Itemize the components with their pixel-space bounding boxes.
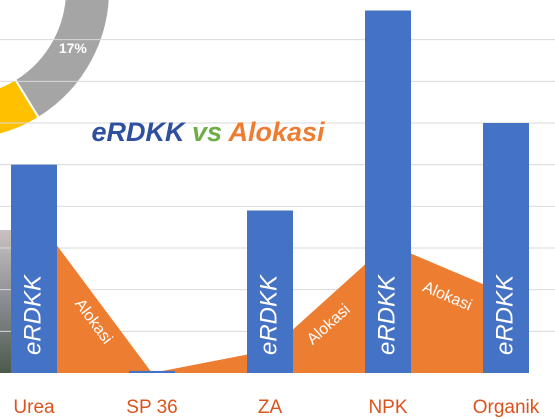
bar-label: eRDKK <box>491 274 518 355</box>
bar <box>11 164 57 373</box>
x-tick-label: SP 36 <box>126 397 177 418</box>
bar-label: eRDKK <box>373 274 400 355</box>
bar-label: eRDKK <box>19 274 46 355</box>
title-word: Alokasi <box>222 117 325 147</box>
pie-rest <box>0 77 41 136</box>
bar <box>129 370 175 373</box>
photo-strip <box>0 230 14 373</box>
x-tick-label: Organik <box>473 397 540 418</box>
bar <box>247 210 293 373</box>
x-tick-label: ZA <box>258 397 283 418</box>
x-tick-label: Urea <box>13 397 55 418</box>
bar <box>483 123 529 373</box>
bar-label: eRDKK <box>255 274 282 355</box>
bar <box>365 10 411 373</box>
title-word: eRDKK <box>91 117 187 147</box>
title-word: vs <box>184 117 222 147</box>
donut: 17% <box>0 0 111 136</box>
chart-title: eRDKK vs Alokasi <box>91 117 325 147</box>
pie-label: 17% <box>59 40 88 56</box>
x-tick-label: NPK <box>368 397 407 418</box>
pie-slice <box>13 0 111 120</box>
